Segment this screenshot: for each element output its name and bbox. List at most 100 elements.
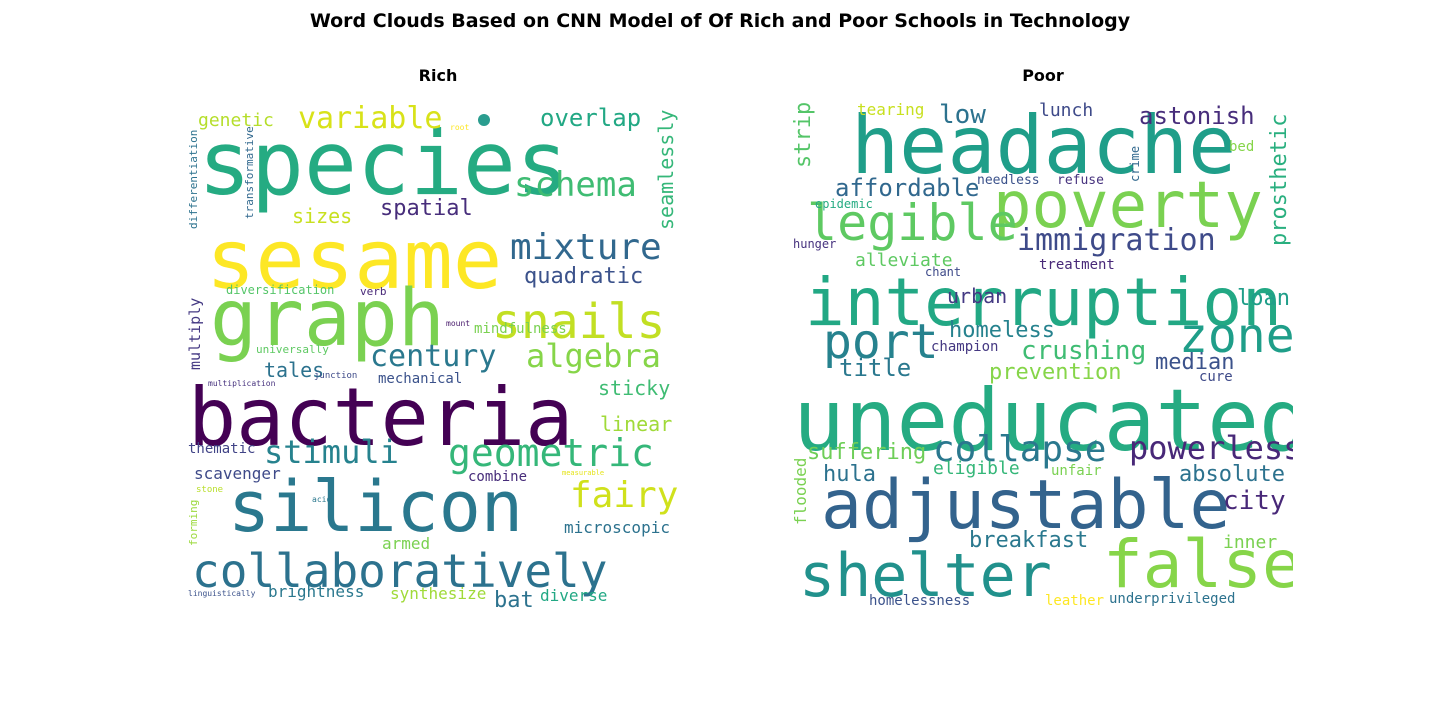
word-prosthetic: prosthetic: [1267, 113, 1292, 246]
word-flooded: flooded: [793, 457, 810, 525]
word-sizes: sizes: [292, 204, 353, 228]
word-root: root: [450, 123, 470, 132]
word-leather: leather: [1045, 593, 1105, 609]
word-genetic: genetic: [198, 110, 274, 131]
word-tales: tales: [264, 358, 325, 382]
word-loan: loan: [1237, 286, 1290, 311]
word-bed: bed: [1229, 139, 1255, 155]
word-multiplication: multiplication: [208, 379, 276, 388]
word-sesame: sesame: [206, 213, 503, 308]
word-geometric: geometric: [448, 431, 654, 475]
wordcloud-panel-rich: Rich species sesame graph bacteria silicon co…: [178, 66, 698, 626]
word-adjustable: adjustable: [821, 466, 1231, 545]
word-bat: bat: [494, 588, 534, 612]
word-brightness: brightness: [268, 582, 365, 601]
word-powerless: powerless: [1129, 429, 1293, 467]
word-underprivileged: underprivileged: [1109, 591, 1236, 607]
word-junction: junction: [314, 371, 358, 381]
word-diverse: diverse: [540, 586, 608, 605]
word-graph: graph: [210, 274, 445, 364]
word-measurable: measurable: [562, 469, 605, 477]
word-stone: stone: [196, 485, 224, 495]
word-alleviate: alleviate: [855, 250, 953, 271]
word-schema: schema: [514, 165, 637, 205]
word-species: species: [198, 112, 569, 215]
word-port: port: [823, 314, 939, 370]
word-affordable: affordable: [835, 174, 980, 202]
word-homeless: homeless: [949, 318, 1055, 343]
word-collapse: collapse: [933, 429, 1107, 470]
word-cure: cure: [1199, 369, 1233, 385]
word-mechanical: mechanical: [378, 371, 463, 387]
word-microscopic: microscopic: [564, 518, 670, 537]
word-linguistically: linguistically: [188, 589, 256, 598]
word-title: title: [839, 354, 912, 382]
word-universally: universally: [256, 343, 329, 356]
word-mixture: mixture: [510, 227, 662, 268]
wordcloud-poor: headache poverty legible interruption uneduc…: [793, 102, 1293, 612]
word-champion: champion: [931, 339, 999, 355]
word-chant: chant: [925, 265, 962, 279]
word-multiply: multiply: [188, 297, 204, 370]
word-thematic: thematic: [188, 441, 256, 457]
word-low: low: [939, 102, 986, 130]
word-absolute: absolute: [1179, 462, 1285, 487]
word-epidemic: epidemic: [815, 197, 873, 211]
word-suffering: suffering: [807, 440, 927, 465]
word-spatial: spatial: [380, 196, 473, 221]
word-homelessness: homelessness: [869, 593, 971, 609]
word-hula: hula: [823, 462, 876, 487]
word-unfair: unfair: [1051, 463, 1102, 479]
word-headache: headache: [851, 102, 1237, 192]
word-transformative: transformative: [243, 126, 256, 219]
word-differentiation: differentiation: [188, 129, 200, 229]
word-diversification: diversification: [226, 283, 335, 297]
word-overlap: overlap: [540, 104, 642, 132]
word-forming: forming: [188, 499, 200, 546]
word-fairy: fairy: [570, 475, 679, 516]
panel-title-rich: Rich: [418, 66, 458, 85]
word-median: median: [1155, 350, 1235, 375]
word-acid: acid: [312, 495, 332, 504]
word-legible: legible: [807, 194, 1018, 252]
word-linear: linear: [600, 412, 673, 436]
word-bacteria: bacteria: [188, 371, 574, 464]
word-uneducated: uneducated: [793, 371, 1293, 471]
figure-title: Word Clouds Based on CNN Model of Of Ric…: [309, 10, 1131, 32]
word-treatment: treatment: [1039, 257, 1115, 273]
word-crime: crime: [1128, 145, 1142, 182]
word-interruption: interruption: [805, 264, 1282, 341]
word-tearing: tearing: [857, 102, 925, 119]
word-stimuli: stimuli: [264, 433, 399, 471]
word-mindfulness: mindfulness: [474, 321, 567, 337]
panel-title-poor: Poor: [1022, 66, 1064, 85]
word-quadratic: quadratic: [524, 264, 644, 289]
word-breakfast: breakfast: [969, 528, 1089, 553]
word-shelter: shelter: [799, 541, 1052, 611]
word-armed: armed: [382, 534, 431, 553]
word-inner: inner: [1223, 532, 1278, 553]
word-seamlessly: seamlessly: [654, 109, 678, 230]
word-poverty: poverty: [993, 169, 1263, 243]
word-city: city: [1223, 486, 1286, 516]
word-algebra: algebra: [526, 337, 661, 375]
wordcloud-panel-poor: Poor headache poverty legible interruption u…: [783, 66, 1303, 626]
word-crushing: crushing: [1021, 336, 1147, 366]
word-strip: strip: [793, 102, 816, 168]
word-needless: needless: [977, 173, 1040, 188]
word-refuse: refuse: [1057, 173, 1104, 188]
word-variable: variable: [298, 102, 443, 136]
word-immigration: immigration: [1017, 223, 1216, 258]
word-scavenger: scavenger: [194, 464, 281, 483]
word-silicon: silicon: [228, 466, 524, 548]
wordcloud-rich: species sesame graph bacteria silicon collabo…: [188, 102, 688, 612]
word-hunger: hunger: [793, 237, 837, 251]
word-verb: verb: [360, 285, 387, 298]
word-false: false: [1103, 526, 1293, 603]
word-urban: urban: [947, 284, 1008, 308]
word-zone: zone: [1179, 308, 1293, 364]
word-mount: mount: [446, 319, 471, 328]
decorative-dot: [478, 114, 490, 126]
word-combine: combine: [468, 469, 528, 485]
word-collaboratively: collaboratively: [192, 544, 608, 598]
